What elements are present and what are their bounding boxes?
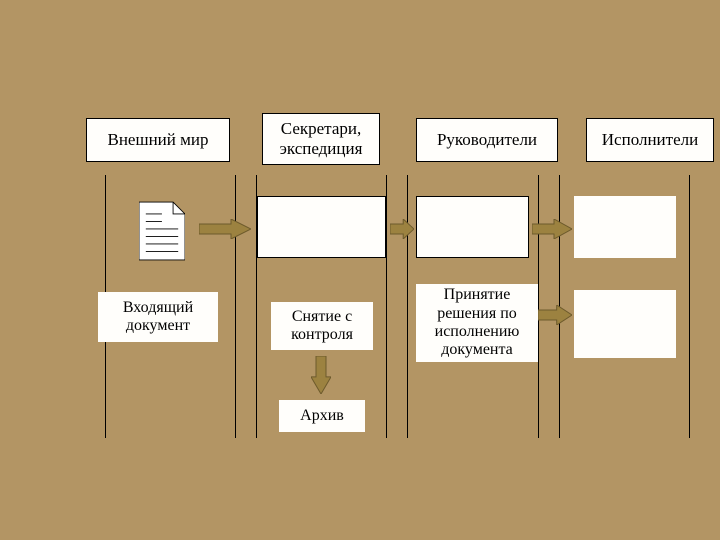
diagram-stage: Внешний мир Секретари, экспедиция Руководи…	[0, 0, 720, 540]
process-box: Снятие с контроля	[271, 302, 373, 350]
flow-arrow-icon	[311, 356, 331, 399]
flow-arrow-icon	[538, 305, 572, 330]
swimlane-divider	[689, 175, 690, 438]
lane-header: Внешний мир	[86, 118, 230, 162]
process-box	[574, 196, 676, 258]
flow-arrow-icon	[532, 219, 572, 244]
lane-header: Секретари, экспедиция	[262, 113, 380, 165]
document-icon	[135, 197, 189, 265]
lane-header: Исполнители	[586, 118, 714, 162]
flow-arrow-icon	[199, 219, 251, 244]
process-box	[574, 290, 676, 358]
lane-header: Руководители	[416, 118, 558, 162]
process-box: Архив	[279, 400, 365, 432]
flow-arrow-icon	[390, 219, 414, 244]
process-box: Принятие решения по исполнению документа	[416, 284, 538, 362]
process-box: Входящий документ	[98, 292, 218, 342]
swimlane-divider	[407, 175, 408, 438]
process-box	[257, 196, 386, 258]
process-box	[416, 196, 529, 258]
swimlane-divider	[235, 175, 236, 438]
swimlane-divider	[386, 175, 387, 438]
